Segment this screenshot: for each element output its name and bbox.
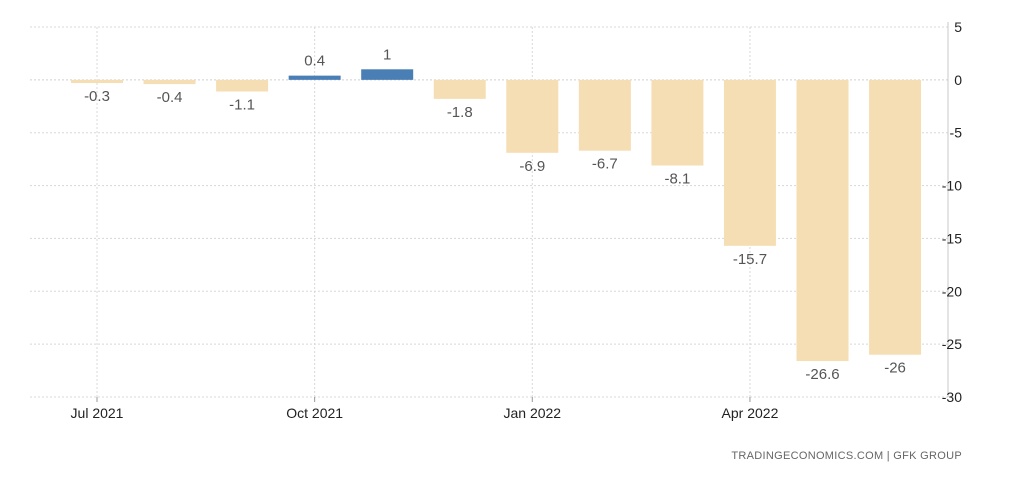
bar	[143, 79, 196, 85]
y-tick-label: 0	[954, 72, 962, 88]
data-label: -1.1	[229, 96, 255, 113]
y-tick-label: -5	[950, 125, 963, 141]
bar	[433, 79, 486, 99]
data-label: -0.3	[84, 88, 110, 105]
data-label: -26	[884, 360, 906, 377]
y-tick-label: -20	[942, 283, 962, 299]
y-tick-label: -25	[942, 336, 962, 352]
data-label: 0.4	[304, 53, 325, 70]
data-label: 1	[383, 46, 391, 63]
x-tick-label: Jan 2022	[503, 405, 561, 421]
x-tick-label: Jul 2021	[71, 405, 124, 421]
data-label: -15.7	[733, 251, 767, 268]
y-axis: 5 0 -5 -10 -15 -20 -25 -30	[942, 19, 962, 405]
bar	[506, 79, 559, 153]
bar	[796, 79, 849, 362]
bar	[651, 79, 704, 166]
x-axis: Jul 2021 Oct 2021 Jan 2022 Apr 2022	[71, 397, 779, 421]
data-label: -6.9	[519, 158, 545, 175]
data-label: -26.6	[805, 366, 839, 383]
bar	[723, 79, 776, 246]
x-tick-label: Apr 2022	[722, 405, 779, 421]
data-label: -0.4	[157, 89, 183, 106]
bars-layer	[71, 69, 922, 362]
bar	[869, 79, 922, 355]
bar	[216, 79, 269, 92]
data-label: -1.8	[447, 104, 473, 121]
bar	[288, 75, 341, 80]
data-labels-layer: -0.3 -0.4 -1.1 0.4 1 -1.8 -6.9 -6.7 -8.1 -15.7 -26…	[84, 46, 906, 383]
source-credit: TRADINGECONOMICS.COM | GFK GROUP	[731, 450, 962, 462]
y-tick-label: -10	[942, 178, 962, 194]
data-label: -8.1	[664, 170, 690, 187]
bar	[361, 69, 414, 80]
data-label: -6.7	[592, 156, 618, 173]
grid-layer	[30, 22, 949, 398]
y-tick-label: -15	[942, 230, 962, 246]
x-tick-label: Oct 2021	[286, 405, 343, 421]
y-tick-label: 5	[954, 19, 962, 35]
bar	[578, 79, 631, 151]
y-tick-label: -30	[942, 389, 962, 405]
bar	[71, 79, 123, 84]
